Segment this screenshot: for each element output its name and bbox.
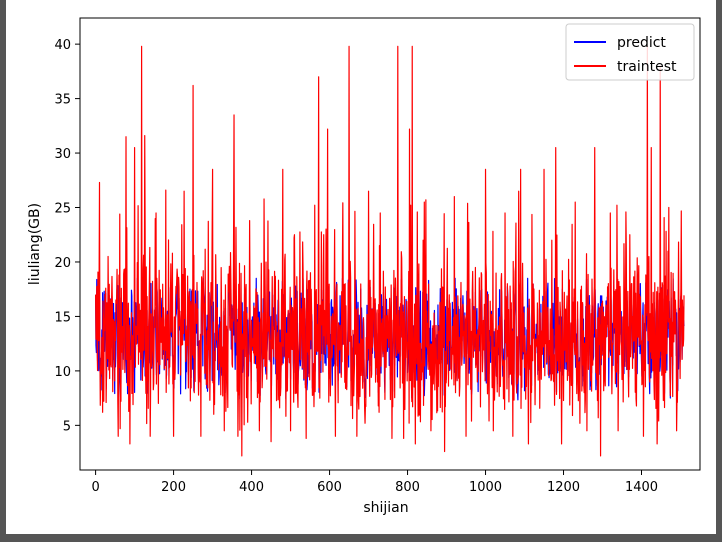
line-chart: 0 200 400 600 800 1000 1200 1400 5 10 15 20 25 30 35 4… bbox=[6, 0, 716, 534]
y-tick-label: 15 bbox=[54, 310, 71, 325]
y-tick-label: 10 bbox=[54, 365, 71, 380]
y-axis-label: liuliang(GB) bbox=[27, 203, 43, 285]
series-layer bbox=[95, 45, 685, 457]
y-tick-label: 40 bbox=[54, 38, 71, 53]
x-tick-label: 200 bbox=[161, 480, 186, 495]
x-tick-label: 800 bbox=[395, 480, 420, 495]
x-axis-label: shijian bbox=[363, 500, 408, 516]
x-tick-label: 600 bbox=[317, 480, 342, 495]
series-line-traintest bbox=[95, 45, 685, 457]
legend: predict traintest bbox=[565, 23, 695, 81]
x-tick-label: 0 bbox=[91, 480, 99, 495]
y-tick-label: 20 bbox=[54, 256, 71, 271]
x-tick-label: 1400 bbox=[625, 480, 658, 495]
x-tick-label: 400 bbox=[239, 480, 264, 495]
y-axis-ticks: 5 10 15 20 25 30 35 40 bbox=[54, 38, 80, 434]
y-tick-label: 35 bbox=[54, 93, 71, 108]
legend-label-predict: predict bbox=[617, 35, 666, 51]
x-tick-label: 1000 bbox=[469, 480, 502, 495]
y-tick-label: 25 bbox=[54, 202, 71, 217]
x-tick-label: 1200 bbox=[547, 480, 580, 495]
y-tick-label: 5 bbox=[63, 419, 71, 434]
x-axis-ticks: 0 200 400 600 800 1000 1200 1400 bbox=[91, 470, 658, 495]
plot-frame bbox=[79, 17, 701, 471]
y-tick-label: 30 bbox=[54, 147, 71, 162]
legend-label-traintest: traintest bbox=[617, 59, 677, 75]
